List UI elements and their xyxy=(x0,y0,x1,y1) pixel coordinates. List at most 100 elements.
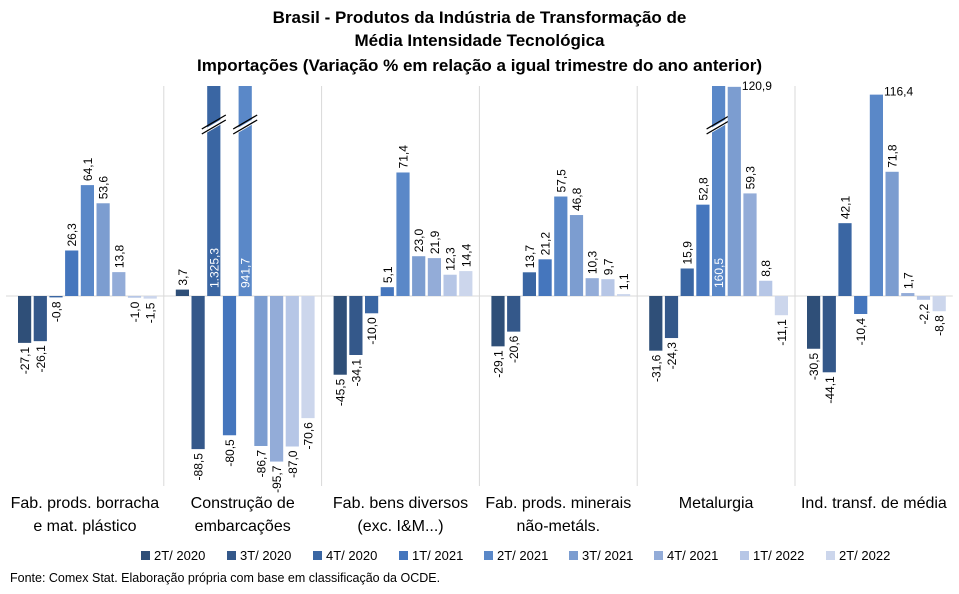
bar xyxy=(143,296,157,299)
data-label: 46,8 xyxy=(570,187,584,211)
data-label: -27,1 xyxy=(18,347,32,375)
bar xyxy=(285,296,299,447)
data-label: 3,7 xyxy=(176,269,190,286)
data-label: 13,8 xyxy=(112,244,126,268)
data-label: 59,3 xyxy=(744,166,758,190)
data-label: -0,8 xyxy=(50,301,64,322)
data-label: 64,1 xyxy=(81,157,95,181)
legend-swatch xyxy=(654,551,663,560)
bar xyxy=(696,204,710,296)
data-label: 12,3 xyxy=(444,247,458,271)
data-label: 14,4 xyxy=(459,243,473,267)
axis-break-mark xyxy=(706,119,731,135)
data-label: -8,8 xyxy=(933,315,947,336)
data-label: -20,6 xyxy=(507,335,521,363)
bar xyxy=(664,296,679,339)
bar xyxy=(727,86,741,296)
data-label: 1.325,3 xyxy=(207,248,221,288)
chart-title-line-3: Importações (Variação % em relação a igu… xyxy=(197,56,762,75)
bar xyxy=(380,287,394,296)
legend-label: 2T/ 2020 xyxy=(154,548,205,563)
data-label: -1,5 xyxy=(144,302,158,323)
data-label: 71,4 xyxy=(397,145,411,169)
data-label: 9,7 xyxy=(601,258,615,275)
bar xyxy=(222,296,237,436)
data-label: -45,5 xyxy=(334,378,348,406)
bar xyxy=(254,296,268,446)
data-label: 941,7 xyxy=(239,258,253,288)
bar xyxy=(854,296,868,314)
bar xyxy=(869,94,883,297)
bar xyxy=(885,171,899,296)
bar xyxy=(238,86,252,296)
data-label: 21,9 xyxy=(428,230,442,254)
legend-label: 1T/ 2022 xyxy=(753,548,804,563)
bar xyxy=(822,296,836,373)
bar xyxy=(538,259,552,296)
data-label: -26,1 xyxy=(34,345,48,373)
data-label: -30,5 xyxy=(807,352,821,380)
bar xyxy=(680,268,694,296)
category-label: não-metáls. xyxy=(517,518,601,535)
data-label: 15,9 xyxy=(681,241,695,265)
data-label: -34,1 xyxy=(349,359,363,387)
bar xyxy=(554,196,568,296)
bar xyxy=(96,203,110,296)
bar xyxy=(270,296,284,462)
bar xyxy=(207,86,221,296)
legend-swatch xyxy=(399,551,408,560)
bar xyxy=(507,296,521,332)
bar xyxy=(916,296,931,300)
legend-swatch xyxy=(141,551,150,560)
data-label: -10,0 xyxy=(365,317,379,345)
chart-title-line-2: Média Intensidade Tecnológica xyxy=(354,31,605,50)
category-label: Fab. prods. borracha xyxy=(11,495,160,512)
category-label: Construção de xyxy=(191,495,295,512)
chart-title-line-1: Brasil - Produtos da Indústria de Transf… xyxy=(272,8,687,27)
data-label: -24,3 xyxy=(665,342,679,370)
data-label: -11,1 xyxy=(775,319,789,346)
bar xyxy=(932,296,946,312)
bar xyxy=(333,296,347,375)
legend-label: 3T/ 2021 xyxy=(582,548,633,563)
data-label: 5,1 xyxy=(381,266,395,283)
legend-label: 2T/ 2021 xyxy=(497,548,548,563)
data-label: -86,7 xyxy=(254,450,268,478)
axis-break-mark xyxy=(232,114,258,130)
bar xyxy=(80,185,94,296)
legend-label: 2T/ 2022 xyxy=(839,548,890,563)
bar xyxy=(759,280,773,296)
legend-swatch xyxy=(227,551,236,560)
data-label: 23,0 xyxy=(412,229,426,253)
bar xyxy=(127,296,142,298)
source-note: Fonte: Comex Stat. Elaboração própria co… xyxy=(10,571,441,585)
data-label: 120,9 xyxy=(742,79,772,93)
category-label: Fab. prods. minerais xyxy=(485,495,631,512)
data-label: -44,1 xyxy=(823,376,837,404)
legend-swatch xyxy=(826,551,835,560)
bar xyxy=(349,296,363,355)
bar xyxy=(569,215,584,296)
legend-swatch xyxy=(313,551,322,560)
bar xyxy=(838,223,852,296)
data-label: -88,5 xyxy=(192,453,206,481)
axis-break-mark xyxy=(201,114,227,130)
category-label: e mat. plástico xyxy=(33,518,136,535)
category-label: Fab. bens diversos xyxy=(333,495,468,512)
data-label: 13,7 xyxy=(523,245,537,269)
bar xyxy=(617,294,631,296)
bar xyxy=(412,256,426,296)
legend-label: 1T/ 2021 xyxy=(412,548,463,563)
category-label: embarcações xyxy=(195,518,291,535)
legend-label: 4T/ 2021 xyxy=(667,548,718,563)
bar xyxy=(491,296,505,347)
bar xyxy=(33,296,47,342)
bar xyxy=(49,296,63,298)
bar xyxy=(112,272,126,296)
bar xyxy=(649,296,663,351)
legend-swatch xyxy=(740,551,749,560)
bar xyxy=(396,172,410,296)
data-label: -80,5 xyxy=(223,439,237,467)
bar xyxy=(807,296,821,349)
